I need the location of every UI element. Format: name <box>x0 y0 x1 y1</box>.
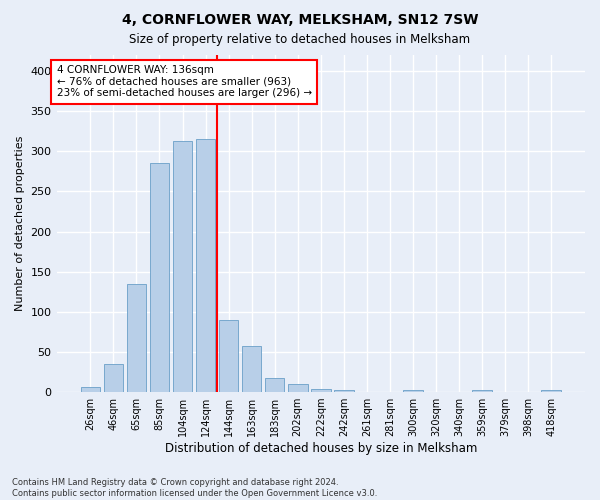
Bar <box>403 390 423 392</box>
Bar <box>149 164 169 392</box>
Bar <box>219 320 238 392</box>
Text: 4 CORNFLOWER WAY: 136sqm
← 76% of detached houses are smaller (963)
23% of semi-: 4 CORNFLOWER WAY: 136sqm ← 76% of detach… <box>56 65 311 98</box>
Bar <box>173 141 193 392</box>
Bar <box>334 390 353 392</box>
Bar <box>472 390 492 392</box>
Text: Size of property relative to detached houses in Melksham: Size of property relative to detached ho… <box>130 32 470 46</box>
Bar <box>127 284 146 392</box>
Bar <box>311 389 331 392</box>
Y-axis label: Number of detached properties: Number of detached properties <box>15 136 25 311</box>
Bar <box>265 378 284 392</box>
Bar <box>196 140 215 392</box>
Bar <box>80 388 100 392</box>
Bar <box>541 390 561 392</box>
Text: 4, CORNFLOWER WAY, MELKSHAM, SN12 7SW: 4, CORNFLOWER WAY, MELKSHAM, SN12 7SW <box>122 12 478 26</box>
Bar <box>104 364 123 392</box>
Text: Contains HM Land Registry data © Crown copyright and database right 2024.
Contai: Contains HM Land Registry data © Crown c… <box>12 478 377 498</box>
Bar <box>242 346 262 392</box>
X-axis label: Distribution of detached houses by size in Melksham: Distribution of detached houses by size … <box>164 442 477 455</box>
Bar <box>288 384 308 392</box>
